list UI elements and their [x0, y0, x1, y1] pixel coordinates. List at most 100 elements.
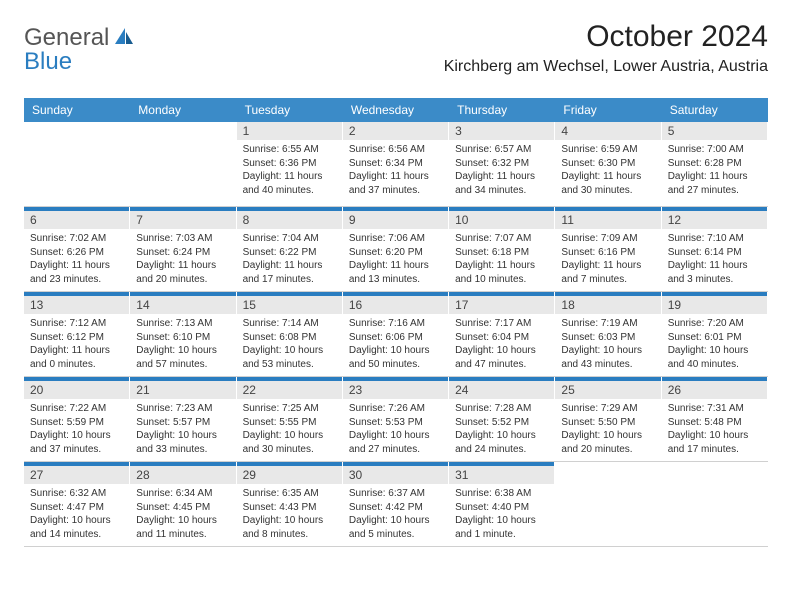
sunset-text: Sunset: 4:42 PM — [349, 501, 442, 515]
day-of-week-header: Friday — [555, 98, 661, 122]
day-cell: 24Sunrise: 7:28 AMSunset: 5:52 PMDayligh… — [449, 377, 555, 461]
day-number: 25 — [555, 379, 660, 399]
day-body: Sunrise: 6:57 AMSunset: 6:32 PMDaylight:… — [449, 140, 554, 200]
sunrise-text: Sunrise: 7:06 AM — [349, 232, 442, 246]
daylight-text-2: and 5 minutes. — [349, 528, 442, 542]
day-cell: 23Sunrise: 7:26 AMSunset: 5:53 PMDayligh… — [343, 377, 449, 461]
day-body: Sunrise: 7:09 AMSunset: 6:16 PMDaylight:… — [555, 229, 660, 289]
sunset-text: Sunset: 6:04 PM — [455, 331, 548, 345]
sunrise-text: Sunrise: 7:29 AM — [561, 402, 654, 416]
sunrise-text: Sunrise: 7:14 AM — [243, 317, 336, 331]
sunset-text: Sunset: 5:50 PM — [561, 416, 654, 430]
daylight-text-2: and 11 minutes. — [136, 528, 229, 542]
day-cell: 31Sunrise: 6:38 AMSunset: 4:40 PMDayligh… — [449, 462, 555, 546]
daylight-text-2: and 53 minutes. — [243, 358, 336, 372]
day-body: Sunrise: 7:14 AMSunset: 6:08 PMDaylight:… — [237, 314, 342, 374]
day-number: 22 — [237, 379, 342, 399]
day-number: 20 — [24, 379, 129, 399]
day-number: 15 — [237, 294, 342, 314]
day-body: Sunrise: 6:38 AMSunset: 4:40 PMDaylight:… — [449, 484, 554, 544]
week-row: 20 Sunrise: 7:22 AMSunset: 5:59 PM Dayligh… — [24, 377, 768, 462]
day-cell: 25Sunrise: 7:29 AMSunset: 5:50 PMDayligh… — [555, 377, 661, 461]
daylight-text-1: Daylight: 11 hours — [30, 259, 123, 273]
day-body: Sunrise: 7:23 AMSunset: 5:57 PMDaylight:… — [130, 399, 235, 459]
day-number: 28 — [130, 464, 235, 484]
day-number: 29 — [237, 464, 342, 484]
daylight-text-1: Daylight: 11 hours — [243, 259, 336, 273]
sunset-text: Sunset: 4:43 PM — [243, 501, 336, 515]
day-body: Sunrise: 6:56 AMSunset: 6:34 PMDaylight:… — [343, 140, 448, 200]
day-cell: 30Sunrise: 6:37 AMSunset: 4:42 PMDayligh… — [343, 462, 449, 546]
day-cell-empty — [555, 462, 661, 546]
sunrise-text: Sunrise: 6:37 AM — [349, 487, 442, 501]
day-number: 10 — [449, 209, 554, 229]
sunrise-text: Sunrise: 7:13 AM — [136, 317, 229, 331]
day-number: 3 — [449, 122, 554, 140]
daylight-text-2: and 3 minutes. — [668, 273, 761, 287]
daylight-text-2: and 17 minutes. — [668, 443, 761, 457]
day-cell-empty — [24, 122, 130, 206]
daylight-text-2: and 34 minutes. — [455, 184, 548, 198]
daylight-text-2: and 27 minutes. — [349, 443, 442, 457]
daylight-text-1: Daylight: 11 hours — [561, 170, 654, 184]
week-row: 1Sunrise: 6:55 AMSunset: 6:36 PMDaylight… — [24, 122, 768, 207]
day-cell: 1Sunrise: 6:55 AMSunset: 6:36 PMDaylight… — [237, 122, 343, 206]
logo-sail-icon — [113, 26, 135, 51]
sunrise-text: Sunrise: 7:07 AM — [455, 232, 548, 246]
daylight-text-1: Daylight: 10 hours — [136, 344, 229, 358]
daylight-text-1: Daylight: 11 hours — [349, 170, 442, 184]
sunset-text: Sunset: 4:40 PM — [455, 501, 548, 515]
sunset-text: Sunset: 6:36 PM — [243, 157, 336, 171]
day-body: Sunrise: 7:20 AMSunset: 6:01 PMDaylight:… — [662, 314, 767, 374]
sunrise-text: Sunrise: 7:22 AM — [30, 402, 123, 416]
day-of-week-header: Sunday — [24, 98, 130, 122]
daylight-text-1: Daylight: 10 hours — [243, 344, 336, 358]
day-body: Sunrise: 7:07 AMSunset: 6:18 PMDaylight:… — [449, 229, 554, 289]
day-body: Sunrise: 7:28 AMSunset: 5:52 PMDaylight:… — [449, 399, 554, 459]
header: General October 2024 Kirchberg am Wechse… — [24, 20, 768, 76]
title-block: October 2024 Kirchberg am Wechsel, Lower… — [444, 20, 768, 76]
sunrise-text: Sunrise: 7:19 AM — [561, 317, 654, 331]
daylight-text-1: Daylight: 11 hours — [455, 259, 548, 273]
sunset-text: Sunset: 4:45 PM — [136, 501, 229, 515]
day-number: 31 — [449, 464, 554, 484]
sunset-text: Sunset: 6:12 PM — [30, 331, 123, 345]
sunset-text: Sunset: 6:18 PM — [455, 246, 548, 260]
daylight-text-2: and 43 minutes. — [561, 358, 654, 372]
day-cell: 14Sunrise: 7:13 AMSunset: 6:10 PMDayligh… — [130, 292, 236, 376]
daylight-text-2: and 37 minutes. — [349, 184, 442, 198]
daylight-text-1: Daylight: 11 hours — [349, 259, 442, 273]
sunset-text: Sunset: 5:48 PM — [668, 416, 761, 430]
day-body: Sunrise: 7:26 AMSunset: 5:53 PMDaylight:… — [343, 399, 448, 459]
week-row: 27Sunrise: 6:32 AMSunset: 4:47 PMDayligh… — [24, 462, 768, 547]
day-number: 11 — [555, 209, 660, 229]
daylight-text-2: and 40 minutes. — [668, 358, 761, 372]
sunrise-text: Sunrise: 7:12 AM — [30, 317, 123, 331]
day-body: Sunrise: 7:17 AMSunset: 6:04 PMDaylight:… — [449, 314, 554, 374]
day-of-week-header: Monday — [130, 98, 236, 122]
sunset-text: Sunset: 6:01 PM — [668, 331, 761, 345]
day-cell: 20Sunrise: 7:22 AMSunset: 5:59 PMDayligh… — [24, 377, 130, 461]
daylight-text-2: and 0 minutes. — [30, 358, 123, 372]
day-cell: 5Sunrise: 7:00 AMSunset: 6:28 PMDaylight… — [662, 122, 768, 206]
day-cell: 4Sunrise: 6:59 AMSunset: 6:30 PMDaylight… — [555, 122, 661, 206]
daylight-text-2: and 13 minutes. — [349, 273, 442, 287]
sunset-text: Sunset: 6:14 PM — [668, 246, 761, 260]
day-number: 6 — [24, 209, 129, 229]
sunset-text: Sunset: 5:53 PM — [349, 416, 442, 430]
sunset-text: Sunset: 6:32 PM — [455, 157, 548, 171]
day-cell-empty — [130, 122, 236, 206]
day-body: Sunrise: 7:04 AMSunset: 6:22 PMDaylight:… — [237, 229, 342, 289]
sunset-text: Sunset: 6:22 PM — [243, 246, 336, 260]
day-body: Sunrise: 6:59 AMSunset: 6:30 PMDaylight:… — [555, 140, 660, 200]
daylight-text-1: Daylight: 10 hours — [668, 429, 761, 443]
day-body: Sunrise: 7:19 AMSunset: 6:03 PMDaylight:… — [555, 314, 660, 374]
daylight-text-1: Daylight: 10 hours — [455, 344, 548, 358]
daylight-text-1: Daylight: 11 hours — [136, 259, 229, 273]
sunrise-text: Sunrise: 6:38 AM — [455, 487, 548, 501]
day-cell: 18Sunrise: 7:19 AMSunset: 6:03 PMDayligh… — [555, 292, 661, 376]
sunset-text: Sunset: 6:08 PM — [243, 331, 336, 345]
sunset-text: Sunset: 5:59 PM — [30, 416, 123, 430]
calendar: SundayMondayTuesdayWednesdayThursdayFrid… — [24, 98, 768, 547]
day-body: Sunrise: 7:29 AMSunset: 5:50 PMDaylight:… — [555, 399, 660, 459]
